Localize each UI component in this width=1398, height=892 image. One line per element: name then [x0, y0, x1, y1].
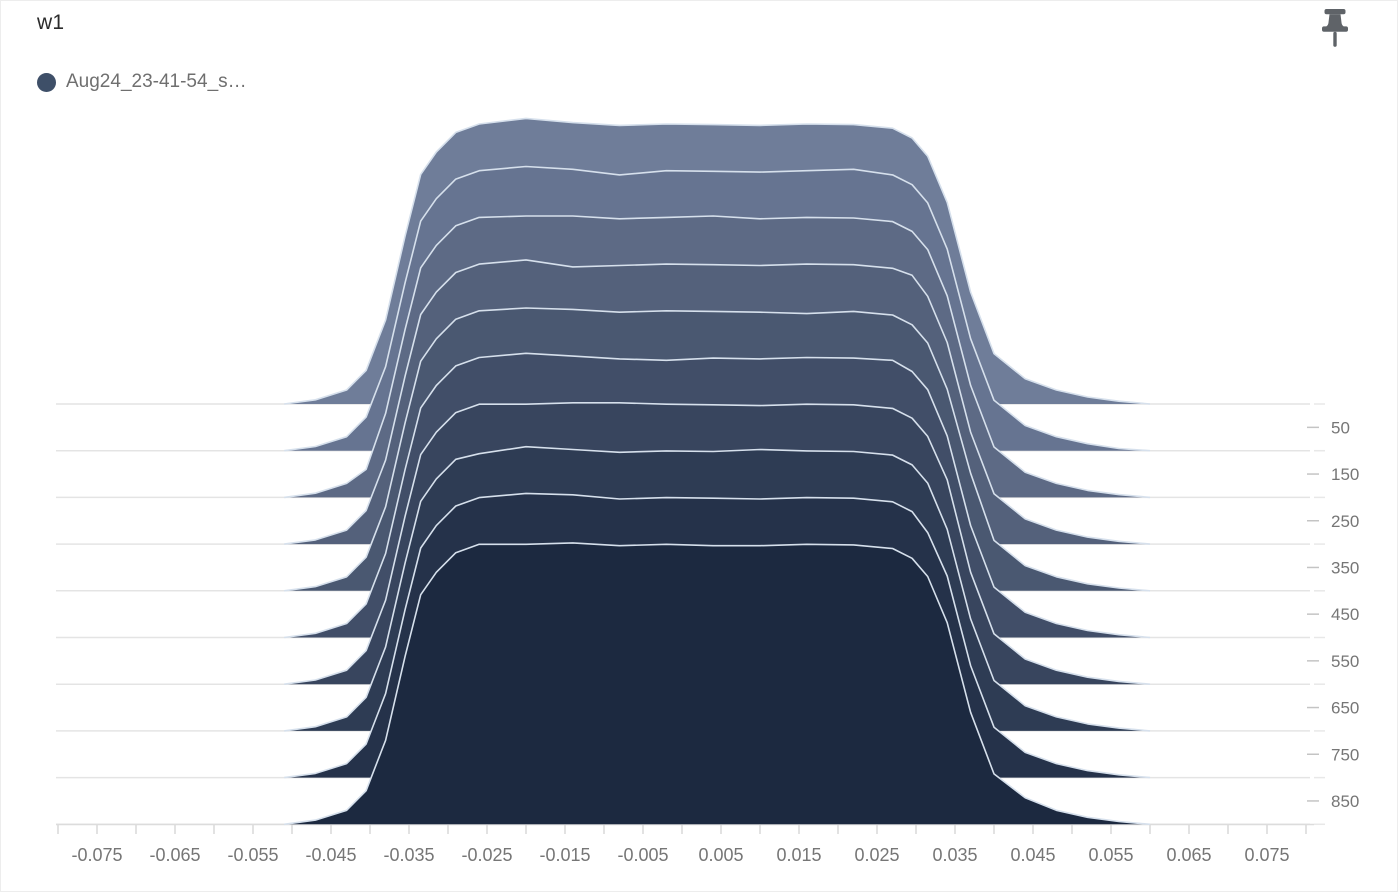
- svg-text:0.015: 0.015: [776, 845, 821, 865]
- run-color-marker: [37, 72, 56, 92]
- svg-text:750: 750: [1331, 745, 1359, 764]
- svg-text:-0.075: -0.075: [71, 845, 122, 865]
- svg-text:0.025: 0.025: [854, 845, 899, 865]
- panel-title: w1: [37, 11, 65, 34]
- svg-text:650: 650: [1331, 699, 1359, 718]
- svg-text:-0.035: -0.035: [383, 845, 434, 865]
- run-name-label: Aug24_23-41-54_s…: [66, 71, 247, 92]
- svg-text:550: 550: [1331, 652, 1359, 671]
- svg-text:-0.055: -0.055: [227, 845, 278, 865]
- svg-text:0.005: 0.005: [698, 845, 743, 865]
- pin-button[interactable]: [1313, 7, 1357, 55]
- svg-text:250: 250: [1331, 512, 1359, 531]
- svg-text:0.055: 0.055: [1088, 845, 1133, 865]
- legend-item[interactable]: Aug24_23-41-54_s…: [37, 71, 247, 93]
- svg-text:450: 450: [1331, 605, 1359, 624]
- svg-text:0.075: 0.075: [1244, 845, 1289, 865]
- svg-text:-0.065: -0.065: [149, 845, 200, 865]
- svg-text:150: 150: [1331, 465, 1359, 484]
- svg-text:-0.005: -0.005: [617, 845, 668, 865]
- svg-text:50: 50: [1331, 418, 1350, 437]
- svg-text:850: 850: [1331, 792, 1359, 811]
- svg-text:-0.045: -0.045: [305, 845, 356, 865]
- svg-text:-0.025: -0.025: [461, 845, 512, 865]
- svg-text:350: 350: [1331, 558, 1359, 577]
- svg-text:0.065: 0.065: [1166, 845, 1211, 865]
- legend: Aug24_23-41-54_s…: [37, 71, 247, 93]
- svg-text:0.035: 0.035: [932, 845, 977, 865]
- svg-text:0.045: 0.045: [1010, 845, 1055, 865]
- svg-text:-0.015: -0.015: [539, 845, 590, 865]
- pushpin-icon: [1322, 9, 1348, 47]
